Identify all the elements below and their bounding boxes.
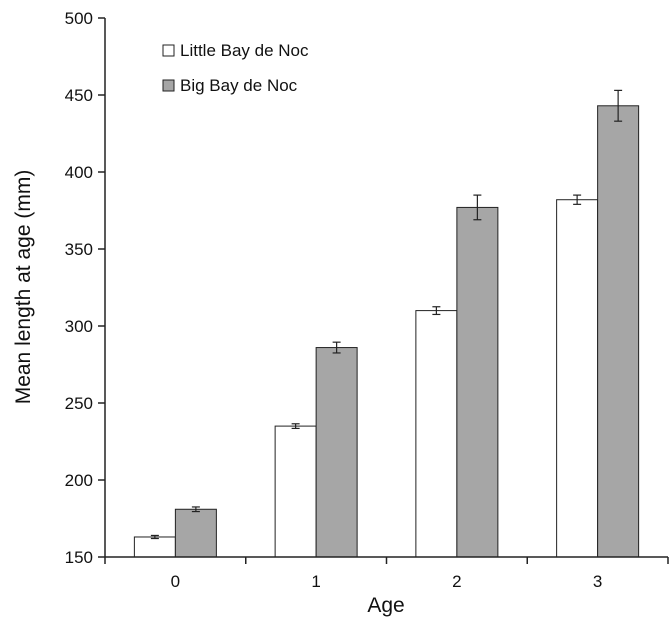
- x-tick-label: 0: [171, 572, 180, 591]
- bar-little-bay-age-2: [415, 310, 458, 558]
- y-tick-label: 500: [65, 9, 93, 28]
- x-tick-label: 3: [593, 572, 602, 591]
- x-axis-title: Age: [367, 594, 404, 617]
- bar-little-bay-age-0: [133, 536, 176, 558]
- y-axis-ticks: 150 200 250 300 350 400 450 500: [65, 9, 105, 567]
- bar-little-bay-age-1: [274, 425, 317, 558]
- y-axis-title: Mean length at age (mm): [12, 170, 35, 405]
- legend: Little Bay de Noc Big Bay de Noc: [162, 41, 309, 95]
- x-axis-ticks: 0 1 2 3: [104, 557, 669, 591]
- bar-little-bay-age-3: [556, 199, 599, 558]
- bar-big-bay-age-0: [174, 508, 217, 558]
- bar-big-bay-age-1: [315, 347, 358, 558]
- legend-label-big-bay: Big Bay de Noc: [180, 76, 298, 95]
- error-bars-group: [150, 89, 623, 540]
- legend-label-little-bay: Little Bay de Noc: [180, 41, 309, 60]
- y-tick-label: 350: [65, 240, 93, 259]
- y-tick-label: 300: [65, 317, 93, 336]
- y-tick-label: 150: [65, 548, 93, 567]
- x-tick-label: 2: [452, 572, 461, 591]
- x-tick-label: 1: [311, 572, 320, 591]
- y-tick-label: 250: [65, 394, 93, 413]
- legend-swatch-little-bay: [162, 44, 175, 57]
- legend-swatch-big-bay: [162, 79, 175, 92]
- bar-big-bay-age-3: [597, 105, 640, 558]
- bars-group: [133, 105, 640, 558]
- y-tick-label: 400: [65, 163, 93, 182]
- bar-big-bay-age-2: [456, 206, 499, 558]
- y-tick-label: 200: [65, 471, 93, 490]
- y-tick-label: 450: [65, 86, 93, 105]
